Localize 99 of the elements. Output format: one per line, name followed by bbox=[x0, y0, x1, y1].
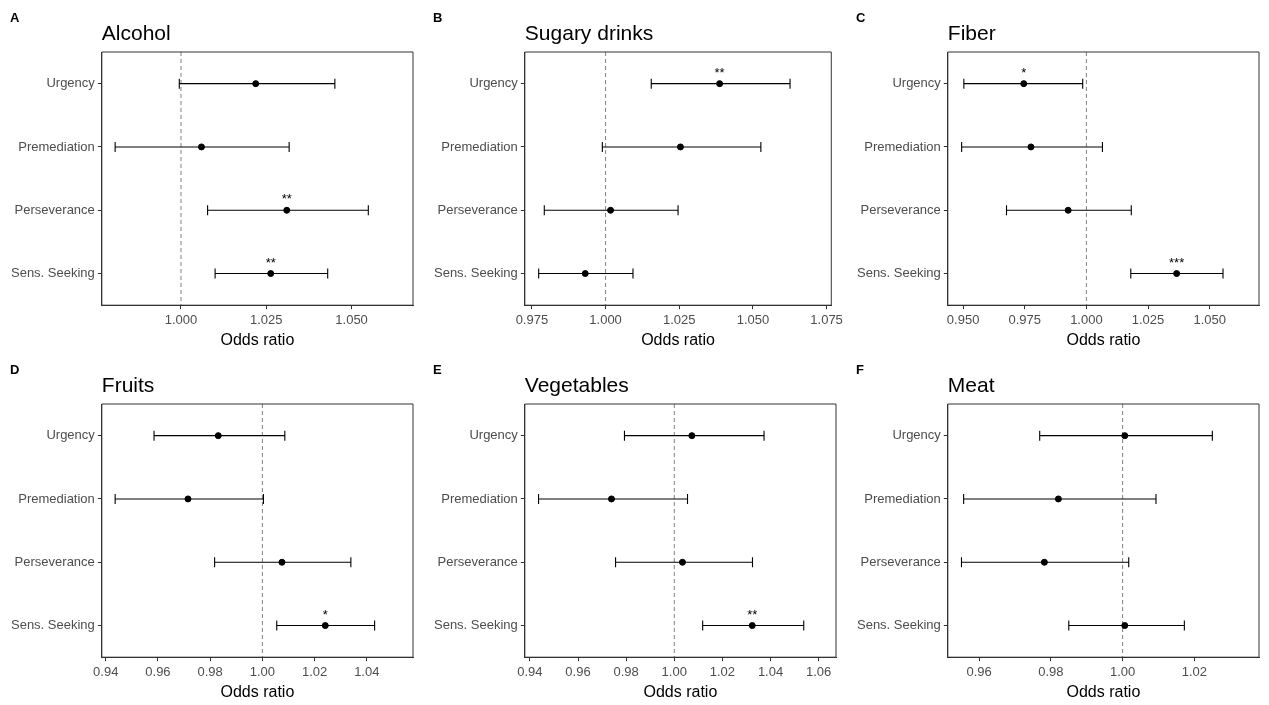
x-axis-title: Odds ratio bbox=[1066, 330, 1141, 348]
x-tick-label: 1.075 bbox=[810, 311, 843, 327]
data-label: ** bbox=[747, 606, 758, 622]
chart-title: Alcohol bbox=[101, 21, 171, 44]
data-label: ** bbox=[281, 191, 292, 207]
y-tick-label: Sens. Seeking bbox=[856, 617, 941, 633]
x-tick-label: 1.050 bbox=[736, 311, 770, 327]
x-tick-label: 0.975 bbox=[515, 311, 549, 327]
x-tick-label: 1.000 bbox=[1070, 311, 1103, 327]
data-label: * bbox=[322, 606, 328, 622]
data-label: *** bbox=[1169, 254, 1185, 270]
text: D bbox=[10, 362, 20, 378]
text: E bbox=[433, 362, 442, 378]
y-tick-label: Perseverance bbox=[14, 553, 95, 569]
chart-title: Sugary drinks bbox=[524, 21, 654, 44]
y-tick-label: Urgency bbox=[46, 75, 96, 91]
x-tick-label: 1.00 bbox=[1109, 663, 1136, 679]
x-tick-label: 1.050 bbox=[335, 311, 368, 327]
point bbox=[688, 432, 696, 440]
point bbox=[1027, 143, 1035, 151]
point bbox=[748, 622, 756, 630]
y-tick-label: Urgency bbox=[469, 427, 519, 443]
y-tick-label: Perseverance bbox=[437, 553, 518, 569]
x-tick-label: 1.04 bbox=[757, 663, 784, 679]
text: F bbox=[856, 362, 864, 378]
x-tick-label: 1.02 bbox=[709, 663, 736, 679]
x-tick-label: 1.025 bbox=[662, 311, 696, 327]
x-axis-title: Odds ratio bbox=[643, 682, 718, 700]
point bbox=[184, 495, 192, 503]
x-tick-label: 0.96 bbox=[145, 663, 171, 679]
x-axis-title: Odds ratio bbox=[220, 330, 295, 348]
x-axis-title: Odds ratio bbox=[1066, 682, 1141, 700]
point bbox=[1020, 80, 1028, 88]
chart-title: Vegetables bbox=[524, 373, 629, 396]
text: B bbox=[433, 10, 443, 26]
point bbox=[581, 270, 589, 278]
y-tick-label: Urgency bbox=[892, 75, 942, 91]
y-tick-label: Urgency bbox=[46, 427, 96, 443]
x-tick-label: 0.96 bbox=[966, 663, 992, 679]
y-tick-label: Perseverance bbox=[437, 201, 518, 217]
x-tick-label: 0.98 bbox=[197, 663, 223, 679]
text: C bbox=[856, 10, 866, 26]
point bbox=[1173, 270, 1181, 278]
x-tick-label: 0.98 bbox=[613, 663, 639, 679]
point bbox=[321, 622, 329, 630]
point bbox=[607, 495, 615, 503]
y-tick-label: Urgency bbox=[469, 75, 519, 91]
data-label: * bbox=[1021, 64, 1027, 80]
x-tick-label: 1.02 bbox=[1181, 663, 1208, 679]
x-tick-label: 1.00 bbox=[661, 663, 687, 679]
x-axis-title: Odds ratio bbox=[220, 682, 295, 700]
x-tick-label: 0.98 bbox=[1038, 663, 1064, 679]
point bbox=[278, 558, 286, 566]
x-tick-label: 1.02 bbox=[301, 663, 328, 679]
data-label: ** bbox=[265, 254, 276, 270]
data-label: ** bbox=[714, 64, 725, 80]
y-tick-label: Sens. Seeking bbox=[433, 265, 518, 281]
x-tick-label: 1.025 bbox=[250, 311, 283, 327]
y-tick-label: Sens. Seeking bbox=[856, 265, 941, 281]
x-tick-label: 1.000 bbox=[589, 311, 622, 327]
y-tick-label: Premediation bbox=[441, 490, 518, 506]
point bbox=[283, 206, 291, 214]
y-tick-label: Perseverance bbox=[14, 201, 95, 217]
chart-title: Meat bbox=[947, 373, 995, 396]
y-tick-label: Premediation bbox=[864, 138, 941, 154]
x-tick-label: 1.025 bbox=[1131, 311, 1165, 327]
x-tick-label: 0.975 bbox=[1008, 311, 1042, 327]
y-tick-label: Premediation bbox=[864, 490, 941, 506]
y-tick-label: Perseverance bbox=[860, 201, 941, 217]
chart-title: Fruits bbox=[101, 373, 155, 396]
y-tick-label: Sens. Seeking bbox=[10, 617, 95, 633]
y-tick-label: Premediation bbox=[18, 138, 95, 154]
y-tick-label: Premediation bbox=[18, 490, 95, 506]
point bbox=[607, 206, 615, 214]
point bbox=[252, 80, 260, 88]
y-tick-label: Sens. Seeking bbox=[10, 265, 95, 281]
x-tick-label: 0.950 bbox=[946, 311, 980, 327]
point bbox=[214, 432, 222, 440]
x-tick-label: 1.050 bbox=[1193, 311, 1226, 327]
x-axis-title: Odds ratio bbox=[641, 330, 716, 348]
x-tick-label: 1.00 bbox=[249, 663, 276, 679]
text: A bbox=[10, 10, 20, 26]
x-tick-label: 0.94 bbox=[517, 663, 543, 679]
y-tick-label: Sens. Seeking bbox=[433, 617, 518, 633]
point bbox=[678, 558, 686, 566]
x-tick-label: 1.06 bbox=[806, 663, 832, 679]
point bbox=[716, 80, 724, 88]
x-tick-label: 0.94 bbox=[93, 663, 119, 679]
chart-title: Fiber bbox=[947, 21, 996, 44]
y-tick-label: Urgency bbox=[892, 427, 942, 443]
point bbox=[267, 270, 275, 278]
y-tick-label: Premediation bbox=[441, 138, 518, 154]
point bbox=[676, 143, 684, 151]
point bbox=[1064, 206, 1072, 214]
x-tick-label: 1.000 bbox=[164, 311, 198, 327]
y-tick-label: Perseverance bbox=[860, 553, 941, 569]
point bbox=[197, 143, 205, 151]
x-tick-label: 0.96 bbox=[565, 663, 591, 679]
x-tick-label: 1.04 bbox=[354, 663, 380, 679]
